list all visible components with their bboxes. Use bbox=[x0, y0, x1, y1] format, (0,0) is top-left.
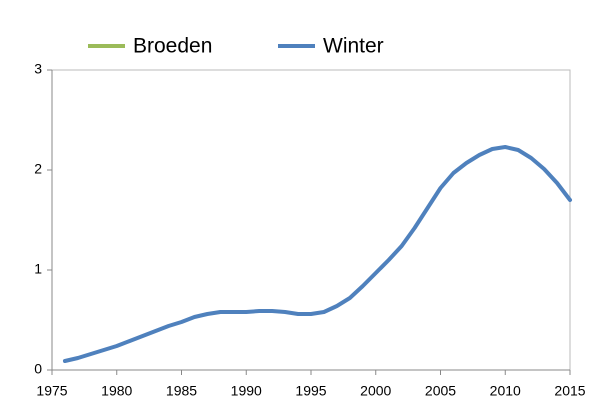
x-tick-label: 1995 bbox=[295, 383, 326, 399]
y-tick-label: 2 bbox=[34, 161, 42, 177]
y-tick-label: 0 bbox=[34, 361, 42, 377]
series-line bbox=[62, 145, 572, 363]
x-tick-label: 2005 bbox=[425, 383, 456, 399]
x-tick-label: 1975 bbox=[36, 383, 67, 399]
x-tick-label: 1990 bbox=[231, 383, 262, 399]
y-tick-label: 1 bbox=[34, 261, 42, 277]
y-tick-label: 3 bbox=[34, 61, 42, 77]
x-tick-label: 2000 bbox=[360, 383, 391, 399]
x-tick-label: 2015 bbox=[554, 383, 585, 399]
x-tick-label: 1985 bbox=[166, 383, 197, 399]
x-tick-label: 2010 bbox=[490, 383, 521, 399]
legend-label: Winter bbox=[323, 35, 384, 58]
legend-label: Broeden bbox=[133, 35, 212, 58]
plot-frame bbox=[51, 69, 571, 371]
x-tick-label: 1980 bbox=[101, 383, 132, 399]
